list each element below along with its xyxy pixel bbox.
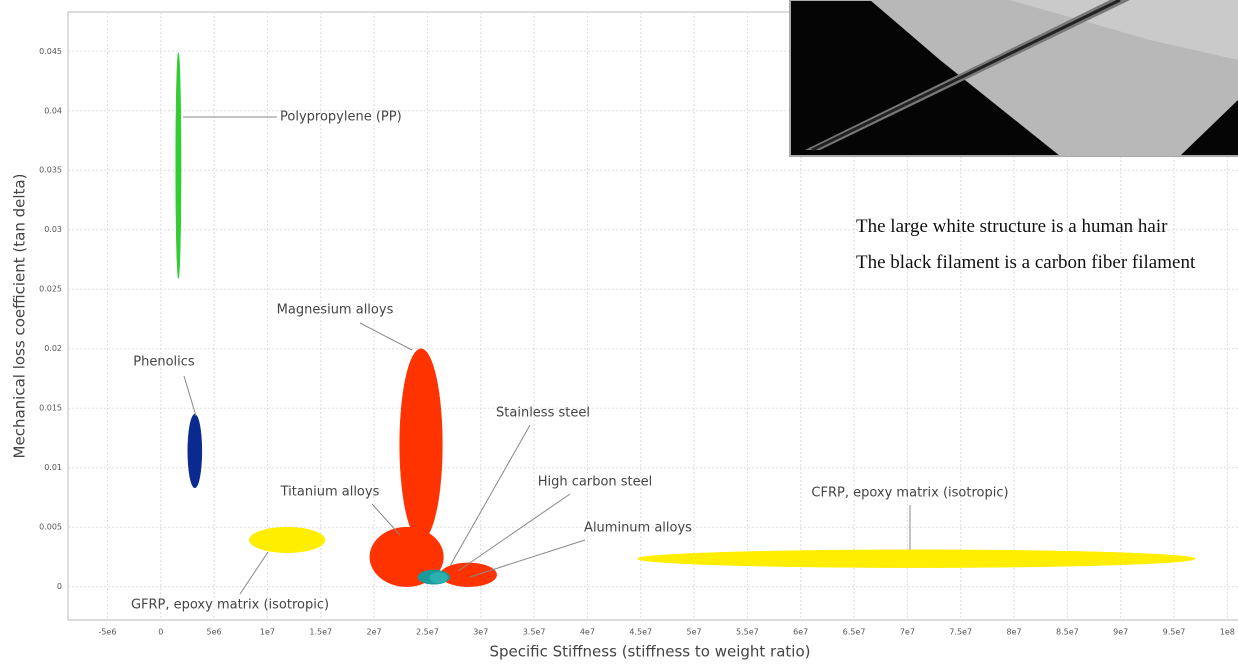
region [176, 52, 181, 278]
x-tick-label: 4e7 [580, 628, 595, 637]
x-tick-label: 1e7 [260, 628, 275, 637]
region-label: GFRP, epoxy matrix (isotropic) [131, 598, 329, 613]
y-axis-label: Mechanical loss coefficient (tan delta) [11, 174, 29, 459]
y-tick-label: 0.015 [39, 404, 62, 413]
y-tick-label: 0.035 [39, 166, 62, 175]
chart: Specific Stiffness (stiffness to weight … [0, 0, 1238, 666]
region [400, 349, 443, 541]
region-label: High carbon steel [538, 475, 653, 490]
x-tick-label: 0 [158, 628, 163, 637]
region-label: Polypropylene (PP) [280, 110, 402, 125]
y-tick-label: 0.045 [39, 47, 62, 56]
caption: The black filament is a carbon fiber fil… [856, 251, 1238, 275]
x-axis-label: Specific Stiffness (stiffness to weight … [490, 643, 811, 661]
page: {"chart_data": {"type": "ellipse", "xlab… [0, 0, 1238, 666]
x-tick-label: 4.5e7 [629, 628, 652, 637]
x-tick-label: 2e7 [367, 628, 382, 637]
y-tick-label: 0 [57, 582, 62, 591]
x-tick-label: 5.5e7 [736, 628, 759, 637]
x-tick-label: 1.5e7 [309, 628, 332, 637]
x-tick-label: 5e6 [207, 628, 222, 637]
y-tick-label: 0.02 [44, 344, 62, 353]
x-tick-label: 5e7 [687, 628, 702, 637]
x-tick-label: 8.5e7 [1056, 628, 1079, 637]
x-tick-label: 3.5e7 [523, 628, 546, 637]
x-tick-label: 9.5e7 [1163, 628, 1186, 637]
x-tick-label: -5e6 [98, 628, 116, 637]
x-tick-label: 8e7 [1006, 628, 1021, 637]
region-label: CFRP, epoxy matrix (isotropic) [811, 486, 1008, 501]
region [188, 414, 202, 488]
region [638, 550, 1196, 568]
y-tick-label: 0.005 [39, 523, 62, 532]
caption: The large white structure is a human hai… [856, 215, 1238, 239]
y-tick-label: 0.04 [44, 106, 62, 115]
y-tick-label: 0.03 [44, 225, 62, 234]
x-tick-label: 9e7 [1113, 628, 1128, 637]
region-label: Stainless steel [496, 406, 590, 421]
x-tick-label: 7.5e7 [949, 628, 972, 637]
region-label: Phenolics [133, 355, 195, 370]
y-tick-label: 0.01 [44, 463, 62, 472]
x-tick-label: 6e7 [793, 628, 808, 637]
x-tick-label: 3e7 [473, 628, 488, 637]
region [249, 527, 325, 553]
region-label: Magnesium alloys [277, 303, 394, 318]
region-label: Titanium alloys [280, 485, 380, 500]
y-tick-label: 0.025 [39, 285, 62, 294]
x-tick-label: 6.5e7 [843, 628, 866, 637]
region [430, 572, 448, 583]
x-tick-label: 7e7 [900, 628, 915, 637]
captions: The large white structure is a human hai… [856, 215, 1238, 287]
x-tick-label: 2.5e7 [416, 628, 439, 637]
region-label: Aluminum alloys [584, 521, 692, 536]
x-tick-label: 1e8 [1220, 628, 1235, 637]
photo [790, 0, 1238, 156]
